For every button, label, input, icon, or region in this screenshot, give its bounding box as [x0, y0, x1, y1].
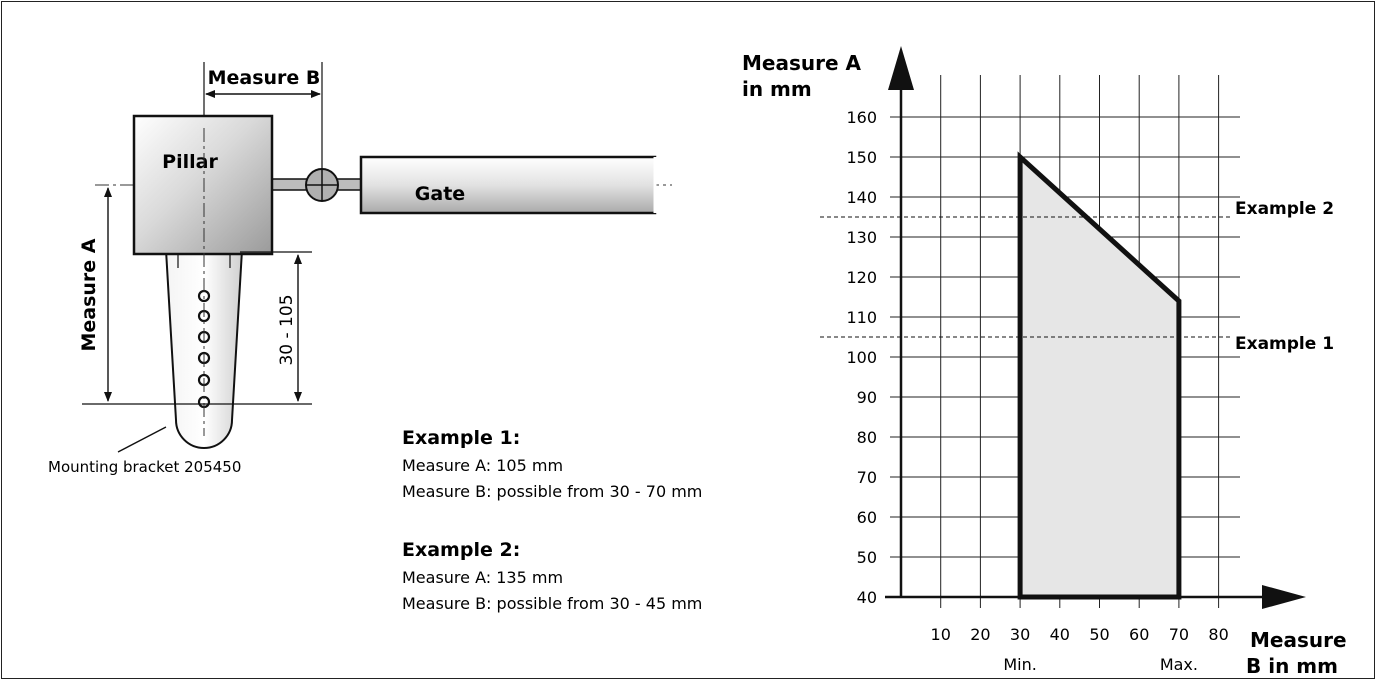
y-tick-label: 90 — [857, 388, 877, 407]
y-tick-label: 130 — [846, 228, 877, 247]
y-tick-label: 110 — [846, 308, 877, 327]
x-tick-label: 60 — [1129, 625, 1149, 644]
x-axis-arrow-icon — [1262, 585, 1306, 609]
x-tick-label: 50 — [1089, 625, 1109, 644]
chart-example-lines — [820, 216, 1232, 338]
measure-chart: 40 50 60 70 80 90 100 110 120 130 140 150 160 10 20 30… — [742, 46, 1347, 678]
x-axis-label-line2: B in mm — [1246, 654, 1338, 678]
y-tick-label: 120 — [846, 268, 877, 287]
bracket-label: Mounting bracket 205450 — [48, 458, 241, 476]
chart-axes — [885, 46, 1306, 609]
x-tick-label: 30 — [1010, 625, 1030, 644]
min-label: Min. — [1003, 655, 1036, 674]
x-tick-label: 20 — [970, 625, 990, 644]
measure-a-label: Measure A — [78, 238, 100, 351]
measure-b-label: Measure B — [208, 67, 321, 89]
x-tick-label: 80 — [1208, 625, 1228, 644]
x-tick-label: 70 — [1169, 625, 1189, 644]
y-tick-label: 70 — [857, 468, 877, 487]
x-tick-label: 40 — [1050, 625, 1070, 644]
y-tick-label: 40 — [857, 588, 877, 607]
x-axis-label-line1: Measure — [1250, 628, 1347, 652]
example-1-measure-b: Measure B: possible from 30 - 70 mm — [402, 482, 702, 501]
pillar-gate-drawing: Measure B Gate Pillar — [48, 62, 672, 476]
gate-shape — [359, 155, 657, 215]
pillar-shape — [132, 114, 274, 256]
example-1-title: Example 1: — [402, 427, 520, 449]
chart-example-1-label: Example 1 — [1235, 334, 1334, 354]
bracket-leader-line — [117, 426, 167, 453]
example-1-measure-a: Measure A: 105 mm — [402, 456, 563, 475]
example-2-title: Example 2: — [402, 539, 520, 561]
x-tick-label: 10 — [931, 625, 951, 644]
y-tick-label: 150 — [846, 148, 877, 167]
range-label: 30 - 105 — [277, 294, 297, 365]
examples-text: Example 1: Measure A: 105 mm Measure B: … — [402, 427, 702, 613]
y-axis-label-line1: Measure A — [742, 51, 861, 75]
y-tick-label: 80 — [857, 428, 877, 447]
y-axis-label-line2: in mm — [742, 77, 812, 101]
chart-example-2-label: Example 2 — [1235, 199, 1334, 219]
y-tick-label: 60 — [857, 508, 877, 527]
y-tick-label: 140 — [846, 188, 877, 207]
chart-y-tick-labels: 40 50 60 70 80 90 100 110 120 130 140 150 160 — [846, 108, 877, 607]
pillar-label: Pillar — [162, 151, 218, 173]
max-label: Max. — [1160, 655, 1198, 674]
y-tick-label: 50 — [857, 548, 877, 567]
gate-label: Gate — [415, 183, 465, 205]
y-tick-label: 160 — [846, 108, 877, 127]
chart-x-tick-labels: 10 20 30 40 50 60 70 80 — [931, 625, 1229, 644]
y-axis-arrow-icon — [888, 46, 914, 90]
example-2-measure-a: Measure A: 135 mm — [402, 568, 563, 587]
y-tick-label: 100 — [846, 348, 877, 367]
example-2-measure-b: Measure B: possible from 30 - 45 mm — [402, 594, 702, 613]
